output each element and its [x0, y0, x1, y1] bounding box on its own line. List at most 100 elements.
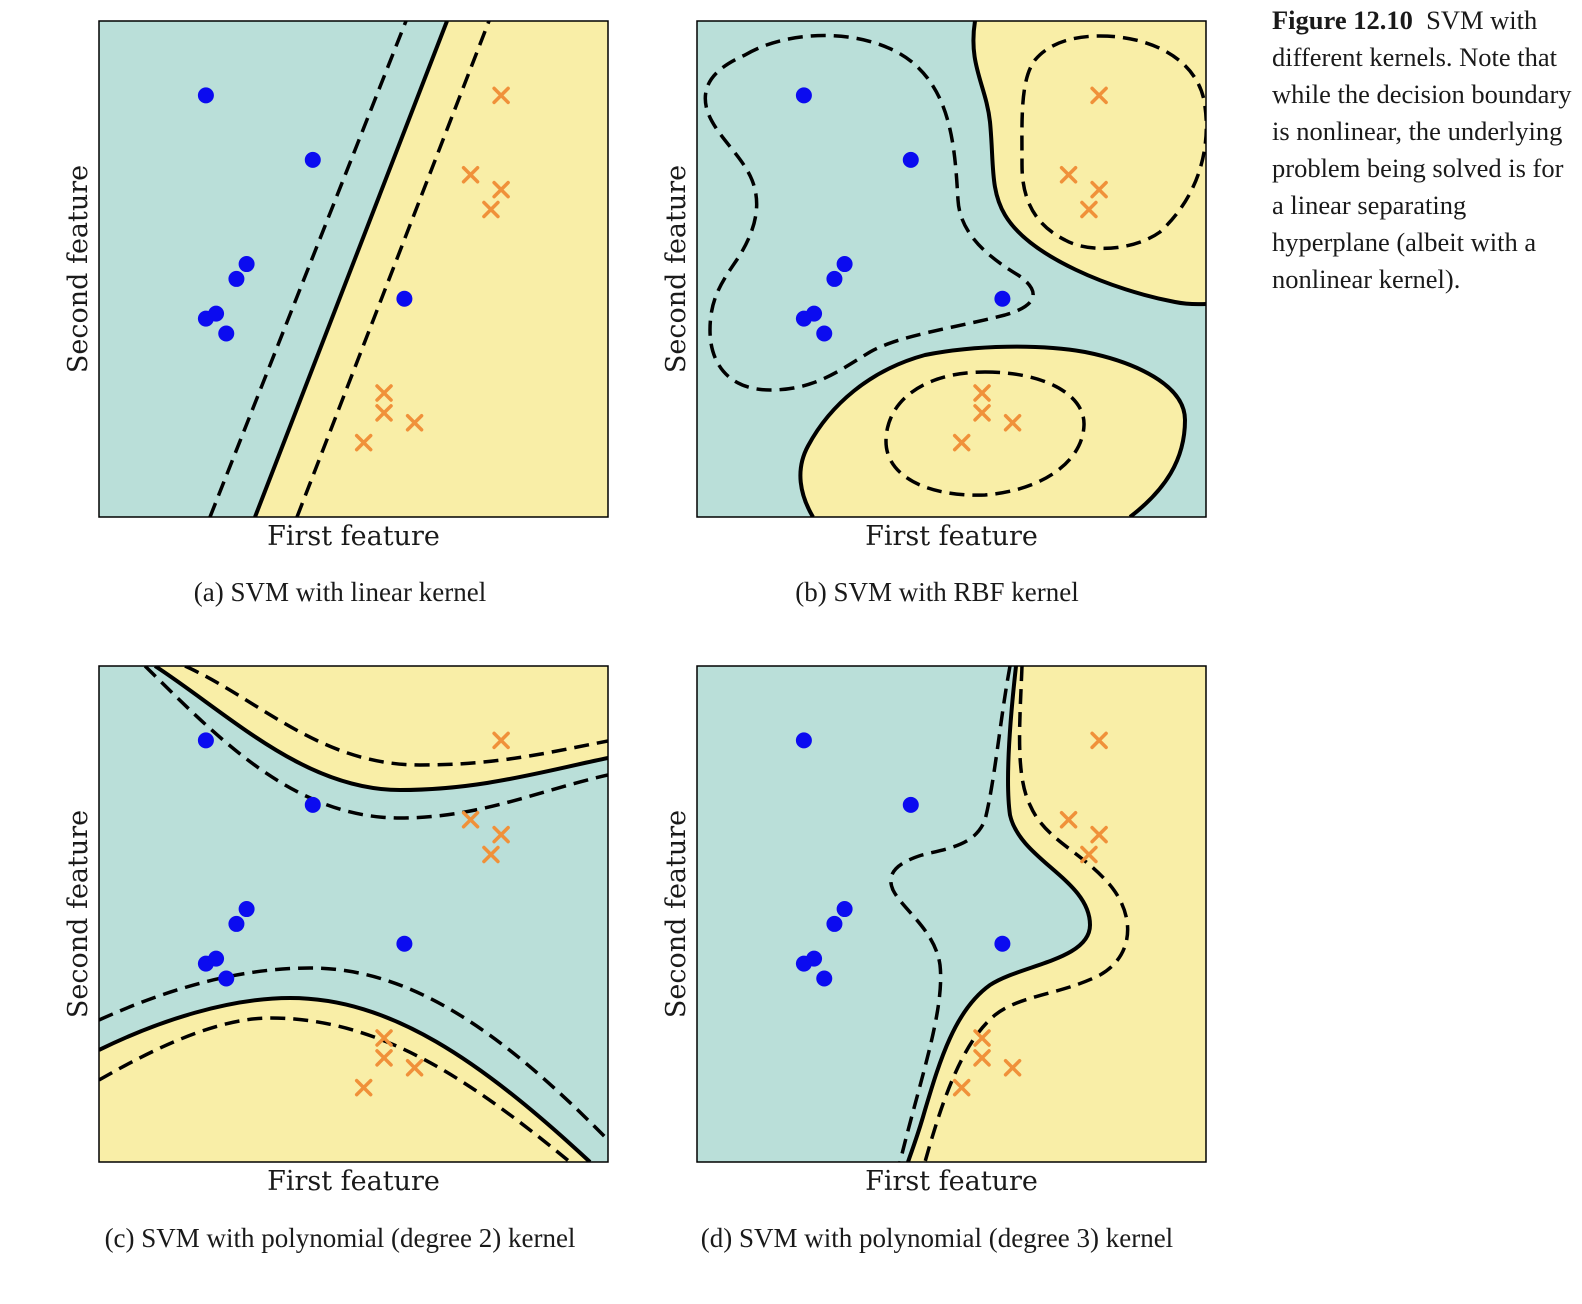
data-points	[795, 86, 1108, 452]
class-b-point	[973, 384, 991, 402]
margin-line	[889, 666, 1012, 1162]
class-a-point	[238, 256, 255, 273]
decision-boundary	[798, 344, 1188, 517]
margin-line	[208, 21, 408, 517]
class-a-point	[197, 87, 214, 104]
class-a-point	[902, 796, 919, 813]
class-b-point	[1080, 200, 1098, 219]
class-b-point	[1090, 731, 1108, 750]
class-b-point	[952, 433, 971, 452]
class-b-point	[973, 1049, 991, 1067]
class-b-point	[375, 404, 393, 422]
class-b-point	[1059, 811, 1078, 829]
panel-caption: (b) SVM with RBF kernel	[795, 577, 1079, 607]
class-a-point	[826, 915, 843, 932]
decision-boundary	[153, 666, 608, 793]
class-b-point	[1003, 414, 1022, 432]
data-points	[197, 731, 510, 1097]
axes-frame	[98, 665, 609, 1163]
class-b-point	[482, 200, 500, 219]
class-b-point	[1059, 166, 1078, 184]
panel-b: First feature Second feature (b) SVM wit…	[661, 20, 1207, 607]
class-b-point	[492, 731, 510, 750]
class-b-point	[952, 1078, 971, 1097]
class-b-point	[1090, 86, 1108, 105]
margin-line	[184, 666, 608, 767]
class-b-point	[354, 433, 373, 452]
class-a-point	[795, 87, 812, 104]
panel-caption: (c) SVM with polynomial (degree 2) kerne…	[105, 1223, 576, 1253]
class-b-point	[461, 166, 480, 184]
class-a-point	[396, 935, 413, 952]
axes-frame	[696, 665, 1207, 1163]
class-a-point	[197, 732, 214, 749]
class-b-region	[99, 998, 590, 1162]
class-a-point	[228, 270, 245, 287]
class-b-region	[800, 346, 1185, 517]
data-points	[795, 731, 1108, 1097]
figure-label: Figure 12.10	[1272, 5, 1413, 35]
class-a-point	[304, 151, 321, 168]
class-b-point	[1090, 825, 1108, 844]
class-a-point	[826, 270, 843, 287]
decision-boundary	[99, 995, 592, 1162]
x-axis-label: First feature	[865, 521, 1038, 552]
class-a-point	[218, 325, 235, 342]
margin-line	[295, 21, 491, 517]
margin-line	[99, 966, 608, 1142]
class-b-region	[155, 666, 608, 790]
class-b-point	[375, 384, 393, 402]
class-b-point	[354, 1078, 373, 1097]
class-b-region	[973, 21, 1206, 305]
class-a-point	[208, 950, 225, 967]
class-b-point	[375, 1029, 393, 1047]
class-a-point	[816, 325, 833, 342]
class-b-point	[1003, 1059, 1022, 1077]
class-b-point	[461, 811, 480, 829]
class-b-point	[1090, 180, 1108, 199]
class-b-point	[405, 1059, 424, 1077]
x-axis-label: First feature	[267, 1166, 440, 1197]
axes-frame	[696, 20, 1207, 518]
class-a-point	[396, 290, 413, 307]
panel-a: First feature Second feature (a) SVM wit…	[63, 20, 609, 607]
panel-d: First feature Second feature (d) SVM wit…	[661, 665, 1207, 1253]
margin-line	[884, 370, 1086, 497]
y-axis-label: Second feature	[63, 165, 94, 373]
panel-caption: (a) SVM with linear kernel	[194, 577, 486, 607]
panel-c: First feature Second feature (c) SVM wit…	[63, 665, 609, 1253]
y-axis-label: Second feature	[661, 165, 692, 373]
class-b-point	[492, 86, 510, 105]
class-a-point	[218, 970, 235, 987]
class-b-point	[973, 404, 991, 422]
decision-boundary	[906, 666, 1093, 1162]
class-a-point	[994, 935, 1011, 952]
class-a-point	[238, 901, 255, 918]
class-a-point	[994, 290, 1011, 307]
class-a-point	[208, 305, 225, 322]
class-a-point	[836, 256, 853, 273]
class-b-point	[973, 1029, 991, 1047]
class-a-point	[816, 970, 833, 987]
class-b-region	[255, 21, 608, 517]
figure-caption: Figure 12.10 SVM with different kernels.…	[1272, 2, 1572, 298]
class-a-point	[902, 151, 919, 168]
class-b-point	[492, 825, 510, 844]
margin-line	[143, 666, 608, 820]
decision-boundary	[253, 21, 449, 517]
class-a-point	[228, 915, 245, 932]
caption-text: SVM with different kernels. Note that wh…	[1272, 5, 1572, 294]
class-b-point	[1080, 845, 1098, 864]
class-b-point	[375, 1049, 393, 1067]
class-b-point	[482, 845, 500, 864]
decision-boundary	[971, 21, 1206, 307]
class-a-point	[795, 732, 812, 749]
class-a-point	[836, 901, 853, 918]
class-a-point	[304, 796, 321, 813]
class-a-point	[806, 950, 823, 967]
axes-frame	[98, 20, 609, 518]
panel-caption: (d) SVM with polynomial (degree 3) kerne…	[701, 1223, 1173, 1253]
class-b-point	[492, 180, 510, 199]
x-axis-label: First feature	[267, 521, 440, 552]
